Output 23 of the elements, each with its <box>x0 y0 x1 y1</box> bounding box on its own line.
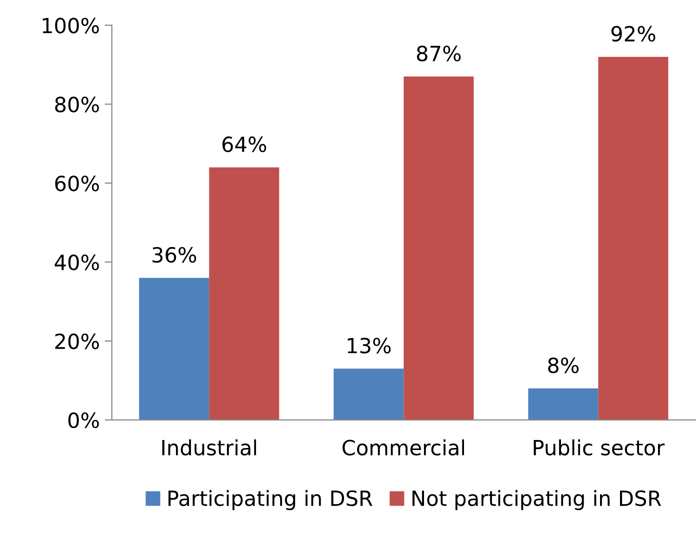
y-tick-label: 40% <box>54 254 99 270</box>
bar <box>528 388 598 420</box>
legend-label: Participating in DSR <box>168 490 372 510</box>
data-label: 87% <box>416 46 461 62</box>
y-tick-label: 80% <box>55 96 99 112</box>
data-label: 13% <box>348 338 391 354</box>
bar <box>404 76 474 420</box>
y-tick-label: 60% <box>55 176 99 192</box>
data-label: 36% <box>152 246 196 263</box>
bar <box>598 56 668 420</box>
bar <box>209 167 280 420</box>
y-tick-label: 100% <box>42 18 99 34</box>
x-tick-label: Public sector <box>534 439 665 456</box>
data-label: 92% <box>611 26 656 42</box>
y-tick-label: 0% <box>68 412 99 428</box>
data-label: 64% <box>222 136 266 152</box>
data-label: 8% <box>548 357 579 374</box>
bar <box>139 278 210 420</box>
x-tick-label: Commercial <box>342 439 464 456</box>
bar <box>334 368 404 420</box>
y-tick-label: 20% <box>55 333 99 350</box>
legend-label: Not participating in DSR <box>412 490 662 510</box>
x-tick-label: Industrial <box>162 439 256 456</box>
